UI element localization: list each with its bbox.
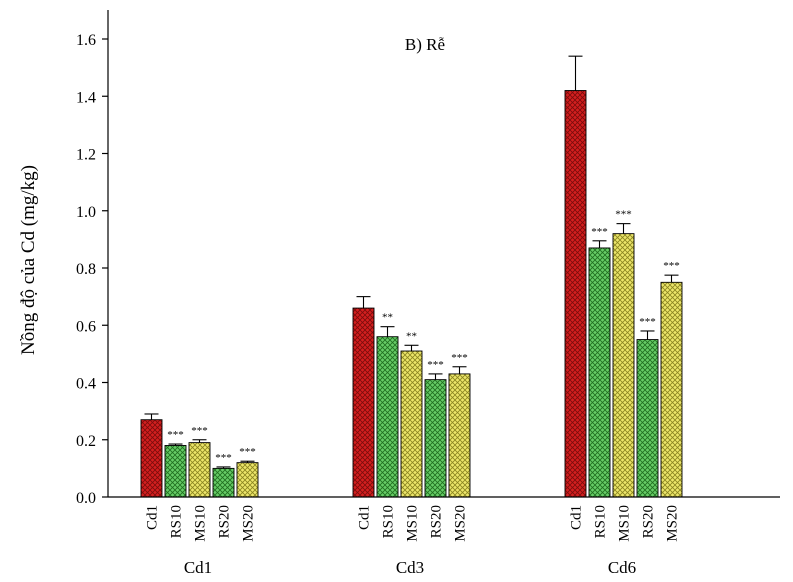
bar (140, 419, 163, 498)
bar (636, 339, 659, 498)
bar (588, 247, 611, 498)
y-axis-label: Nồng độ của Cd (mg/kg) (18, 165, 39, 355)
y-tick-label: 0.4 (76, 376, 96, 393)
bar (352, 307, 375, 498)
x-tick-label: MS10 (617, 505, 633, 542)
significance-label: *** (451, 352, 468, 364)
x-tick-label: MS10 (193, 505, 209, 542)
group-label: Cd1 (184, 558, 212, 577)
x-tick-label: RS10 (593, 505, 609, 538)
y-tick-label: 0.8 (76, 261, 96, 278)
significance-label: ** (382, 312, 393, 324)
y-tick-label: 0.2 (76, 433, 96, 450)
bar (448, 373, 471, 498)
bar (212, 467, 235, 498)
x-tick-label: RS20 (641, 505, 657, 538)
y-tick-label: 1.2 (76, 147, 96, 164)
bar (424, 379, 447, 498)
significance-label: *** (215, 452, 232, 464)
x-tick-label: Cd1 (357, 505, 373, 530)
y-tick-label: 1.6 (76, 32, 96, 49)
y-tick-label: 0.6 (76, 318, 96, 335)
significance-label: *** (167, 429, 184, 441)
significance-label: *** (663, 260, 680, 272)
x-tick-label: RS20 (217, 505, 233, 538)
x-tick-label: Cd1 (569, 505, 585, 530)
bar (660, 281, 683, 498)
bar (164, 445, 187, 498)
bar (188, 442, 211, 498)
y-tick-label: 1.0 (76, 204, 96, 221)
significance-label: *** (615, 209, 632, 221)
bar (400, 350, 423, 498)
x-tick-label: MS20 (453, 505, 469, 542)
bar (236, 462, 259, 498)
significance-label: *** (191, 425, 208, 437)
chart-title: B) Rễ (405, 35, 445, 54)
x-tick-label: Cd1 (145, 505, 161, 530)
x-tick-label: MS20 (241, 505, 257, 542)
bar (612, 233, 635, 498)
x-tick-label: RS20 (429, 505, 445, 538)
group-label: Cd3 (396, 558, 424, 577)
x-tick-label: RS10 (381, 505, 397, 538)
significance-label: *** (427, 359, 444, 371)
x-tick-label: RS10 (169, 505, 185, 538)
significance-label: *** (591, 226, 608, 238)
bar (564, 90, 587, 498)
significance-label: ** (406, 330, 417, 342)
bar (376, 336, 399, 498)
x-tick-label: MS10 (405, 505, 421, 542)
significance-label: *** (639, 316, 656, 328)
y-tick-label: 1.4 (76, 89, 96, 106)
significance-label: *** (239, 446, 256, 458)
y-tick-label: 0.0 (76, 490, 96, 507)
x-tick-label: MS20 (665, 505, 681, 542)
group-label: Cd6 (608, 558, 636, 577)
